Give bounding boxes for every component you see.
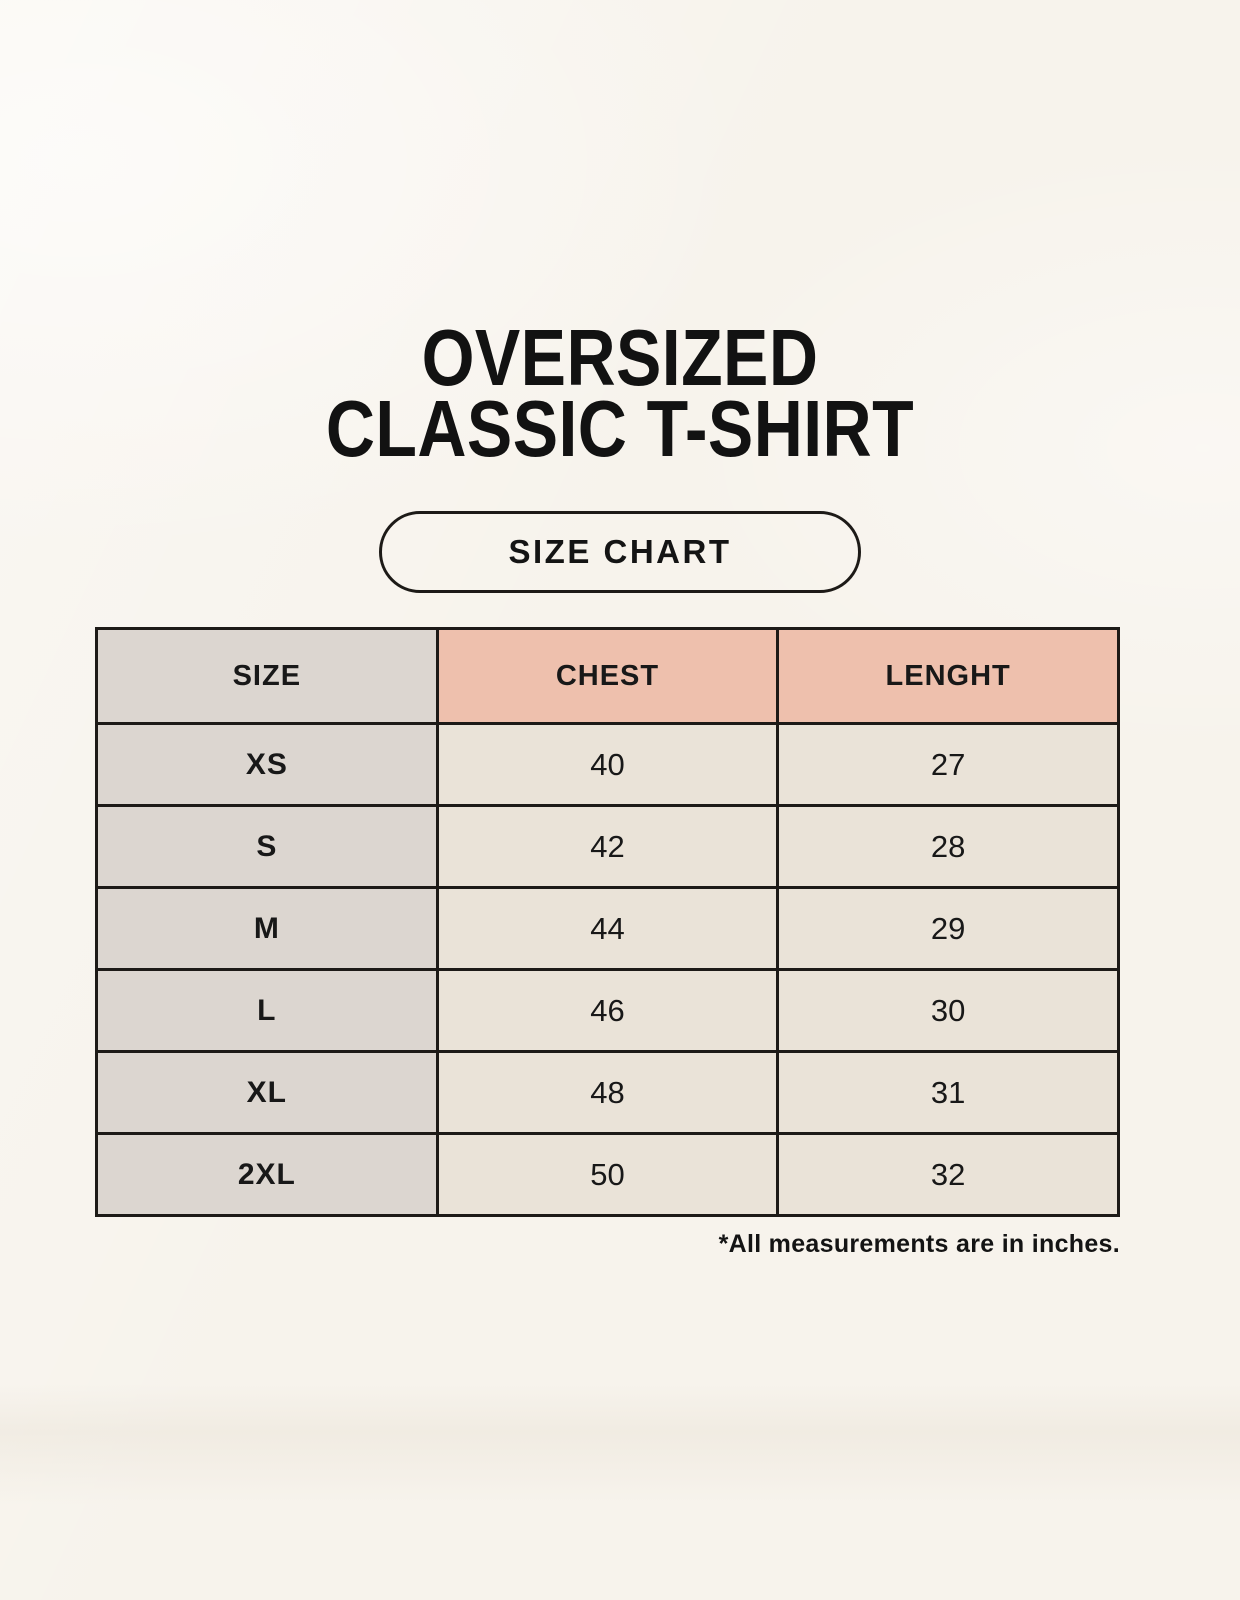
- size-table-body: XS 40 27 S 42 28 M 44 29 L 46 30 XL 48 31 2XL 50 32: [95, 722, 1120, 1217]
- column-header-chest: CHEST: [435, 627, 780, 725]
- title-line-2: CLASSIC T-SHIRT: [325, 384, 915, 473]
- size-cell: L: [95, 968, 439, 1053]
- length-cell: 27: [776, 722, 1120, 807]
- table-row: L 46 30: [95, 968, 1120, 1053]
- table-row: M 44 29: [95, 886, 1120, 971]
- length-cell: 30: [776, 968, 1120, 1053]
- size-chart-button-row: SIZE CHART: [0, 511, 1240, 593]
- size-table-container: SIZE CHEST LENGHT XS 40 27 S 42 28 M 44 29 L 46 30 X…: [95, 627, 1120, 1217]
- length-cell: 29: [776, 886, 1120, 971]
- chest-cell: 40: [435, 722, 780, 807]
- size-cell: M: [95, 886, 439, 971]
- size-chart-button[interactable]: SIZE CHART: [379, 511, 861, 593]
- length-cell: 31: [776, 1050, 1120, 1135]
- measurements-footnote: *All measurements are in inches.: [718, 1230, 1120, 1258]
- size-table: SIZE CHEST LENGHT XS 40 27 S 42 28 M 44 29 L 46 30 X…: [95, 627, 1120, 1217]
- table-row: S 42 28: [95, 804, 1120, 889]
- length-cell: 28: [776, 804, 1120, 889]
- page-title-text: OVERSIZED CLASSIC T-SHIRT: [325, 313, 915, 473]
- title-line-1: OVERSIZED: [421, 313, 819, 402]
- length-cell: 32: [776, 1132, 1120, 1217]
- page-title: OVERSIZED CLASSIC T-SHIRT: [0, 0, 1240, 473]
- table-row: XL 48 31: [95, 1050, 1120, 1135]
- column-header-length: LENGHT: [776, 627, 1120, 725]
- table-row: XS 40 27: [95, 722, 1120, 807]
- chest-cell: 50: [435, 1132, 780, 1217]
- column-header-size: SIZE: [95, 627, 439, 725]
- chest-cell: 44: [435, 886, 780, 971]
- size-cell: XL: [95, 1050, 439, 1135]
- size-cell: 2XL: [95, 1132, 439, 1217]
- table-header-row: SIZE CHEST LENGHT: [95, 627, 1120, 725]
- chest-cell: 46: [435, 968, 780, 1053]
- table-row: 2XL 50 32: [95, 1132, 1120, 1217]
- chest-cell: 48: [435, 1050, 780, 1135]
- chest-cell: 42: [435, 804, 780, 889]
- size-cell: XS: [95, 722, 439, 807]
- size-cell: S: [95, 804, 439, 889]
